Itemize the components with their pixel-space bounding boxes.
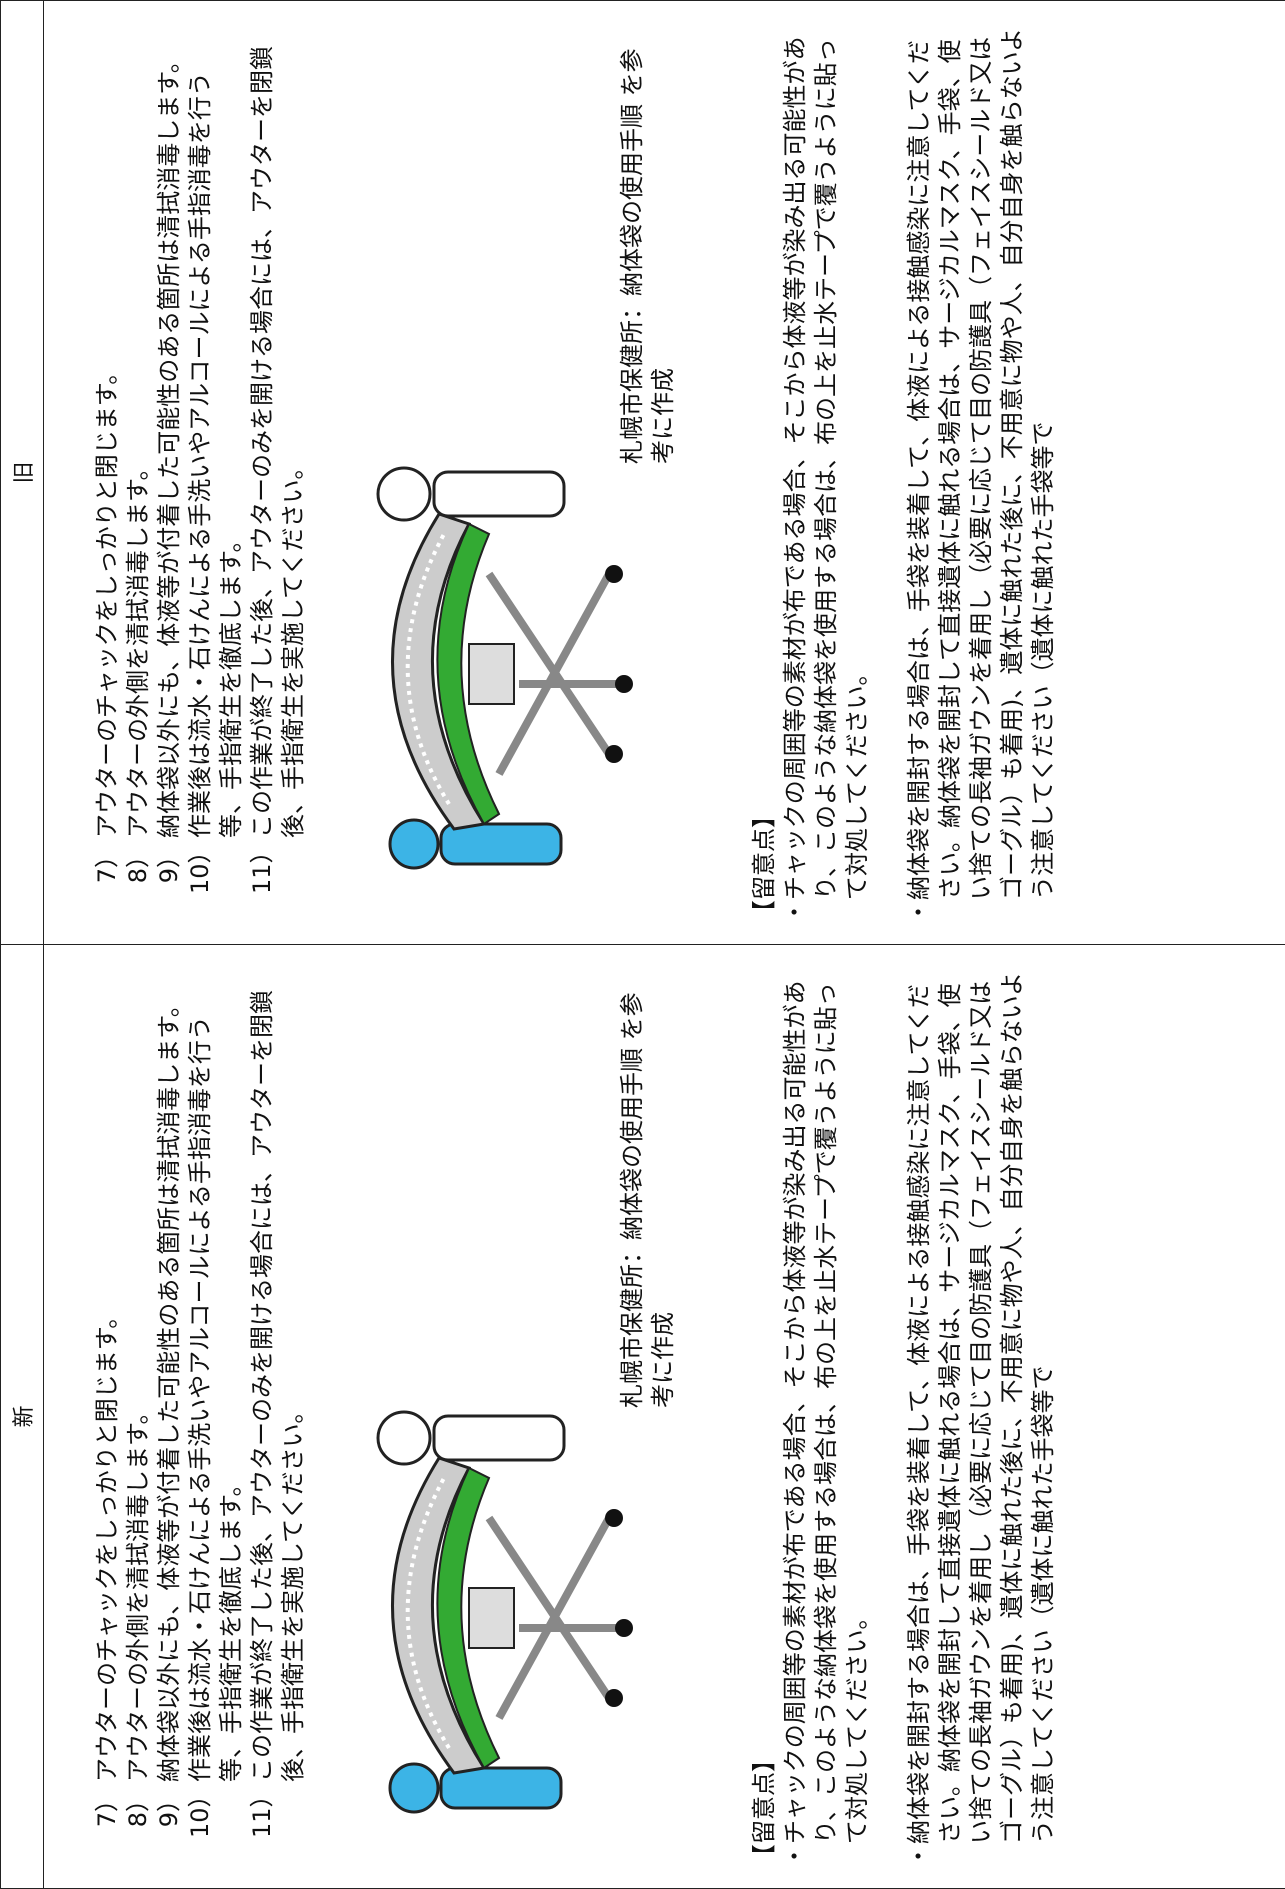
note-text: チャックの周囲等の素材が布である場合、そこから体液等が染み出る可能性があり、この… bbox=[781, 980, 871, 1844]
column-cell: 7） アウターのチャックをしっかりと閉じます。 8） アウターの外側を清拭消毒します。… bbox=[43, 944, 1285, 1889]
note: ・納体袋を開封する場合は、手袋を装着して、体液による接触感染に注意してください。… bbox=[904, 965, 1059, 1868]
step: 9） 納体袋以外にも、体液等が付着した可能性のある箇所は清拭消毒します。 bbox=[154, 975, 185, 1838]
figure-row: 札幌市保健所：納体袋の使用手順 を参考に作成 bbox=[319, 945, 689, 1888]
step-number: 7） bbox=[93, 844, 121, 884]
step-number: 8） bbox=[124, 844, 152, 884]
step: 7） アウターのチャックをしっかりと閉じます。 bbox=[92, 975, 123, 1838]
step: 10） 作業後は流水・石けんによる手洗いやアルコールによる手指消毒を行う等、手指衛… bbox=[185, 975, 247, 1838]
step-text: 納体袋以外にも、体液等が付着した可能性のある箇所は清拭消毒します。 bbox=[155, 49, 183, 838]
note: ・納体袋を開封する場合は、手袋を装着して、体液による接触感染に注意してください。… bbox=[904, 21, 1059, 924]
step: 10） 作業後は流水・石けんによる手洗いやアルコールによる手指消毒を行う等、手指衛… bbox=[185, 31, 247, 894]
column: 7） アウターのチャックをしっかりと閉じます。 8） アウターの外側を清拭消毒します。… bbox=[44, 945, 1285, 1888]
step-number: 10） bbox=[186, 839, 214, 894]
note-text: 納体袋を開封する場合は、手袋を装着して、体液による接触感染に注意してください。納… bbox=[905, 27, 1057, 900]
illustration bbox=[376, 466, 633, 870]
step-number: 9） bbox=[155, 844, 183, 884]
figure bbox=[319, 1408, 689, 1828]
step-text: この作業が終了した後、アウターのみを開ける場合には、アウターを閉鎖後、手指衛生を… bbox=[248, 990, 307, 1782]
step: 11） この作業が終了した後、アウターのみを開ける場合には、アウターを閉鎖後、手指… bbox=[247, 31, 309, 894]
step-text: アウターの外側を清拭消毒します。 bbox=[124, 456, 152, 838]
header: 旧 bbox=[0, 0, 44, 945]
step-text: アウターのチャックをしっかりと閉じます。 bbox=[93, 1304, 121, 1782]
note: ・チャックの周囲等の素材が布である場合、そこから体液等が染み出る可能性があり、こ… bbox=[780, 21, 873, 924]
step-number: 10） bbox=[186, 1783, 214, 1838]
bullet: ・ bbox=[781, 900, 809, 924]
step-number: 9） bbox=[155, 1788, 183, 1828]
step: 8） アウターの外側を清拭消毒します。 bbox=[123, 975, 154, 1838]
step: 9） 納体袋以外にも、体液等が付着した可能性のある箇所は清拭消毒します。 bbox=[154, 31, 185, 894]
note-text: チャックの周囲等の素材が布である場合、そこから体液等が染み出る可能性があり、この… bbox=[781, 36, 871, 900]
credit: 札幌市保健所：納体袋の使用手順 を参考に作成 bbox=[618, 992, 677, 1408]
step-list: 7） アウターのチャックをしっかりと閉じます。 8） アウターの外側を清拭消毒します。… bbox=[92, 31, 309, 894]
bullet: ・ bbox=[781, 1844, 809, 1868]
figure bbox=[319, 464, 689, 884]
step-number: 7） bbox=[93, 1788, 121, 1828]
step-text: 作業後は流水・石けんによる手洗いやアルコールによる手指消毒を行う等、手指衛生を徹… bbox=[186, 1016, 245, 1782]
bullet: ・ bbox=[905, 900, 933, 924]
header: 新 bbox=[0, 944, 44, 1889]
step-text: アウターの外側を清拭消毒します。 bbox=[124, 1400, 152, 1782]
notes-title: 【留意点】 bbox=[750, 804, 778, 924]
step-text: アウターのチャックをしっかりと閉じます。 bbox=[93, 360, 121, 838]
notes: 【留意点】・チャックの周囲等の素材が布である場合、そこから体液等が染み出る可能性… bbox=[749, 965, 1059, 1868]
notes-title: 【留意点】 bbox=[750, 1748, 778, 1868]
notes: 【留意点】・チャックの周囲等の素材が布である場合、そこから体液等が染み出る可能性… bbox=[749, 21, 1059, 924]
step: 7） アウターのチャックをしっかりと閉じます。 bbox=[92, 31, 123, 894]
step-number: 8） bbox=[124, 1788, 152, 1828]
bullet: ・ bbox=[905, 1844, 933, 1868]
illustration bbox=[376, 1410, 633, 1814]
column: 7） アウターのチャックをしっかりと閉じます。 8） アウターの外側を清拭消毒します。… bbox=[44, 1, 1285, 944]
step-text: この作業が終了した後、アウターのみを開ける場合には、アウターを閉鎖後、手指衛生を… bbox=[248, 46, 307, 838]
step: 11） この作業が終了した後、アウターのみを開ける場合には、アウターを閉鎖後、手指… bbox=[247, 975, 309, 1838]
note-text: 納体袋を開封する場合は、手袋を装着して、体液による接触感染に注意してください。納… bbox=[905, 971, 1057, 1844]
step-text: 納体袋以外にも、体液等が付着した可能性のある箇所は清拭消毒します。 bbox=[155, 993, 183, 1782]
step-list: 7） アウターのチャックをしっかりと閉じます。 8） アウターの外側を清拭消毒します。… bbox=[92, 975, 309, 1838]
column-cell: 7） アウターのチャックをしっかりと閉じます。 8） アウターの外側を清拭消毒します。… bbox=[43, 0, 1285, 945]
figure-row: 札幌市保健所：納体袋の使用手順 を参考に作成 bbox=[319, 1, 689, 944]
note: ・チャックの周囲等の素材が布である場合、そこから体液等が染み出る可能性があり、こ… bbox=[780, 965, 873, 1868]
credit: 札幌市保健所：納体袋の使用手順 を参考に作成 bbox=[618, 48, 677, 464]
step-number: 11） bbox=[248, 839, 276, 894]
step-number: 11） bbox=[248, 1783, 276, 1838]
step-text: 作業後は流水・石けんによる手洗いやアルコールによる手指消毒を行う等、手指衛生を徹… bbox=[186, 72, 245, 838]
step: 8） アウターの外側を清拭消毒します。 bbox=[123, 31, 154, 894]
